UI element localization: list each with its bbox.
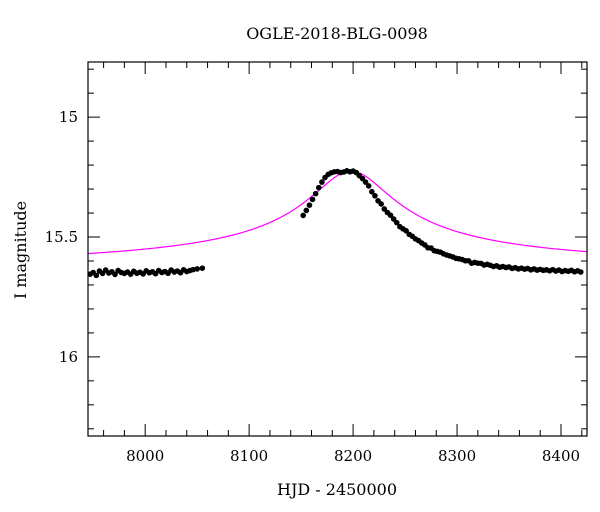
data-point — [112, 271, 118, 278]
data-point — [93, 272, 100, 279]
x-tick-label: 8300 — [438, 447, 476, 465]
y-tick-label: 15.5 — [45, 228, 78, 246]
plot-data — [88, 168, 587, 279]
data-point — [369, 188, 375, 195]
x-tick-label: 8100 — [230, 447, 268, 465]
data-point — [315, 184, 322, 191]
x-tick-label: 8400 — [542, 447, 580, 465]
data-point — [312, 190, 319, 197]
axis-ticks — [88, 62, 587, 436]
data-point — [365, 183, 372, 189]
data-point — [577, 269, 584, 275]
data-point — [393, 219, 400, 226]
data-point — [387, 212, 394, 218]
data-point — [194, 266, 200, 272]
model-curve — [88, 170, 587, 255]
data-point — [362, 179, 369, 185]
y-tick-label: 16 — [59, 348, 78, 366]
data-point — [190, 266, 196, 273]
data-point — [372, 192, 378, 199]
axis-tick-labels: 8000 8100 8200 8300 8400 15 15.5 16 — [45, 108, 581, 465]
x-tick-label: 8000 — [126, 447, 164, 465]
x-tick-label: 8200 — [334, 447, 372, 465]
y-axis-label: I magnitude — [11, 201, 30, 299]
data-point — [300, 212, 306, 219]
x-axis-label: HJD - 2450000 — [277, 480, 397, 499]
data-point — [319, 179, 325, 185]
data-point — [378, 201, 384, 207]
y-tick-label: 15 — [59, 108, 78, 126]
data-point — [306, 202, 313, 208]
data-point — [303, 207, 310, 214]
chart-title: OGLE-2018-BLG-0098 — [246, 24, 428, 43]
data-point — [309, 196, 316, 203]
plot-frame — [87, 61, 588, 437]
data-point — [199, 265, 206, 271]
